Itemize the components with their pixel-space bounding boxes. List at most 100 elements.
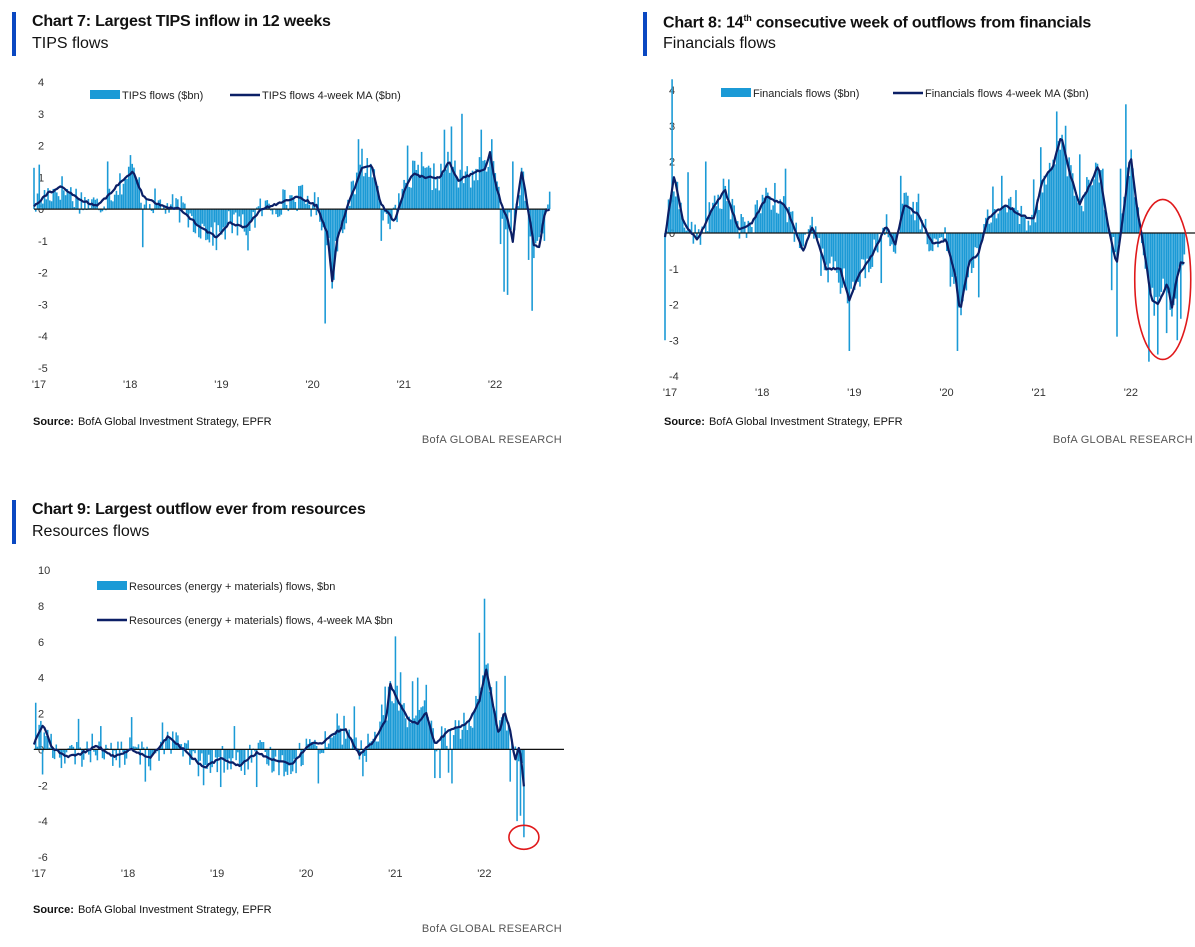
bar bbox=[199, 749, 201, 761]
bar bbox=[1180, 233, 1182, 319]
x-tick-label: '18 bbox=[123, 379, 137, 391]
bar bbox=[230, 749, 232, 770]
bar bbox=[461, 729, 464, 750]
bar bbox=[1024, 217, 1026, 233]
bar bbox=[533, 209, 535, 259]
bar bbox=[475, 168, 477, 210]
bar bbox=[110, 742, 112, 750]
bar bbox=[177, 735, 179, 750]
bar bbox=[680, 202, 682, 233]
bar-series bbox=[33, 598, 525, 838]
bar bbox=[864, 233, 867, 279]
bar bbox=[398, 710, 400, 750]
bar bbox=[1068, 157, 1070, 233]
bar bbox=[1158, 233, 1161, 297]
bar bbox=[392, 703, 395, 750]
bar bbox=[976, 233, 978, 249]
bar bbox=[1119, 168, 1122, 233]
bar bbox=[827, 233, 829, 283]
bar bbox=[674, 196, 677, 233]
bar bbox=[122, 183, 125, 210]
bar bbox=[853, 233, 856, 290]
bar bbox=[406, 145, 409, 210]
bar bbox=[781, 203, 783, 233]
y-tick-label: -4 bbox=[38, 331, 48, 343]
chart-9-panel: Chart 9: Largest outflow ever from resou… bbox=[12, 500, 572, 947]
legend-bar-swatch bbox=[721, 88, 751, 97]
bar bbox=[543, 209, 546, 241]
bar bbox=[841, 233, 844, 288]
bar bbox=[507, 722, 510, 750]
bar bbox=[362, 749, 364, 777]
bar bbox=[740, 214, 743, 233]
bar bbox=[142, 747, 145, 750]
bar bbox=[319, 749, 321, 754]
x-tick-label: '21 bbox=[388, 868, 402, 880]
bar bbox=[81, 749, 83, 767]
bar bbox=[497, 732, 499, 750]
x-tick-label: '18 bbox=[755, 387, 769, 399]
bar bbox=[772, 205, 774, 233]
bar bbox=[201, 749, 203, 754]
bar bbox=[344, 738, 347, 750]
bar bbox=[327, 209, 330, 238]
bar bbox=[763, 197, 766, 233]
bar bbox=[1156, 233, 1159, 355]
bar bbox=[459, 738, 462, 750]
bar bbox=[124, 749, 126, 765]
bar bbox=[136, 747, 138, 750]
bar bbox=[999, 211, 1001, 233]
bar bbox=[56, 192, 58, 210]
bar bbox=[431, 190, 433, 210]
bar bbox=[410, 722, 412, 750]
bar bbox=[84, 197, 86, 210]
bar bbox=[804, 233, 806, 235]
bar bbox=[813, 233, 815, 239]
bar bbox=[830, 233, 833, 257]
bar bbox=[468, 177, 470, 210]
bar bbox=[110, 200, 112, 210]
bar bbox=[1073, 195, 1076, 233]
bar bbox=[1057, 141, 1060, 233]
bar bbox=[312, 204, 314, 210]
bar bbox=[412, 160, 414, 210]
bar bbox=[247, 209, 249, 251]
bar bbox=[944, 227, 946, 233]
legend-bar-swatch bbox=[97, 581, 127, 590]
source-text: BofA Global Investment Strategy, EPFR bbox=[708, 416, 903, 428]
bar bbox=[408, 187, 411, 210]
y-tick-label: 10 bbox=[38, 565, 50, 577]
bar bbox=[774, 182, 776, 233]
bar bbox=[282, 189, 284, 210]
bar bbox=[215, 209, 218, 251]
highlight-circle bbox=[508, 824, 540, 851]
bar bbox=[678, 209, 680, 233]
bar bbox=[60, 749, 63, 769]
bar bbox=[201, 209, 204, 224]
bar bbox=[756, 200, 758, 233]
bar bbox=[168, 209, 170, 213]
bar bbox=[1055, 111, 1058, 233]
bar bbox=[38, 164, 41, 210]
bar bbox=[50, 733, 52, 750]
bar bbox=[168, 738, 171, 750]
bar bbox=[417, 164, 419, 210]
source-text: BofA Global Investment Strategy, EPFR bbox=[77, 904, 272, 916]
bar bbox=[823, 233, 826, 271]
bar bbox=[462, 183, 465, 210]
bar bbox=[161, 722, 164, 750]
source-note: Source: BofA Global Investment Strategy, … bbox=[664, 416, 903, 428]
y-tick-label: -1 bbox=[38, 236, 48, 248]
title-superscript: th bbox=[743, 13, 752, 23]
y-tick-label: -5 bbox=[38, 363, 48, 375]
bar bbox=[788, 206, 790, 233]
bar bbox=[226, 209, 228, 225]
bar bbox=[1155, 233, 1157, 298]
bar bbox=[380, 209, 383, 241]
bar bbox=[512, 161, 514, 210]
x-tick-label: '20 bbox=[305, 379, 319, 391]
bar bbox=[487, 663, 489, 750]
bar bbox=[717, 194, 719, 233]
bar bbox=[449, 729, 452, 750]
bar bbox=[76, 742, 78, 750]
